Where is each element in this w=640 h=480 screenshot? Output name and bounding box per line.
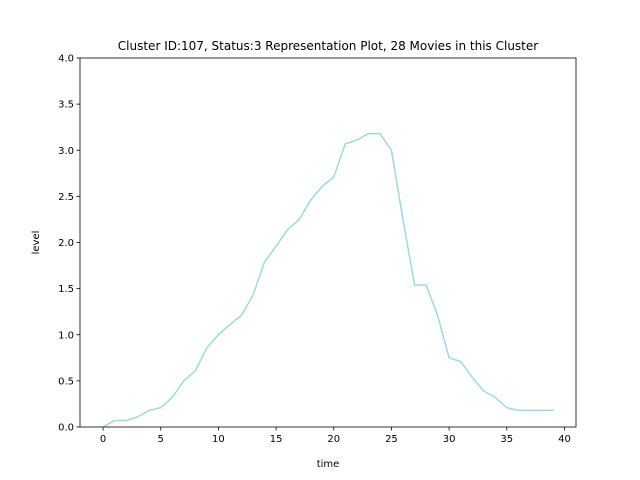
x-axis-label: time xyxy=(317,459,340,470)
x-tick-label: 30 xyxy=(443,434,456,445)
y-tick-label: 1.5 xyxy=(58,284,74,295)
series-line-0 xyxy=(102,132,554,429)
y-tick-label: 0.0 xyxy=(58,423,74,434)
y-tick-label: 2.5 xyxy=(58,192,74,203)
series-layer xyxy=(102,132,554,429)
x-tick-label: 20 xyxy=(327,434,340,445)
x-axis: 0 5 10 15 20 25 30 35 40 xyxy=(100,427,571,445)
x-tick-label: 35 xyxy=(500,434,513,445)
y-tick-label: 3.5 xyxy=(58,100,74,111)
y-tick-label: 3.0 xyxy=(58,146,74,157)
y-axis: 0.0 0.5 1.0 1.5 2.0 2.5 3.0 3.5 4.0 xyxy=(58,54,80,434)
x-tick-label: 25 xyxy=(385,434,398,445)
x-tick-label: 10 xyxy=(212,434,225,445)
x-tick-label: 0 xyxy=(100,434,106,445)
plot-frame xyxy=(79,57,577,428)
chart-title: Cluster ID:107, Status:3 Representation … xyxy=(118,39,538,53)
y-tick-label: 1.0 xyxy=(58,330,74,341)
plot-area xyxy=(80,58,576,427)
y-tick-label: 2.0 xyxy=(58,238,74,249)
x-tick-label: 40 xyxy=(558,434,571,445)
x-tick-label: 5 xyxy=(158,434,164,445)
y-tick-label: 0.5 xyxy=(58,376,74,387)
y-axis-label: level xyxy=(31,231,42,255)
y-tick-label: 4.0 xyxy=(58,54,74,65)
x-tick-label: 15 xyxy=(270,434,283,445)
